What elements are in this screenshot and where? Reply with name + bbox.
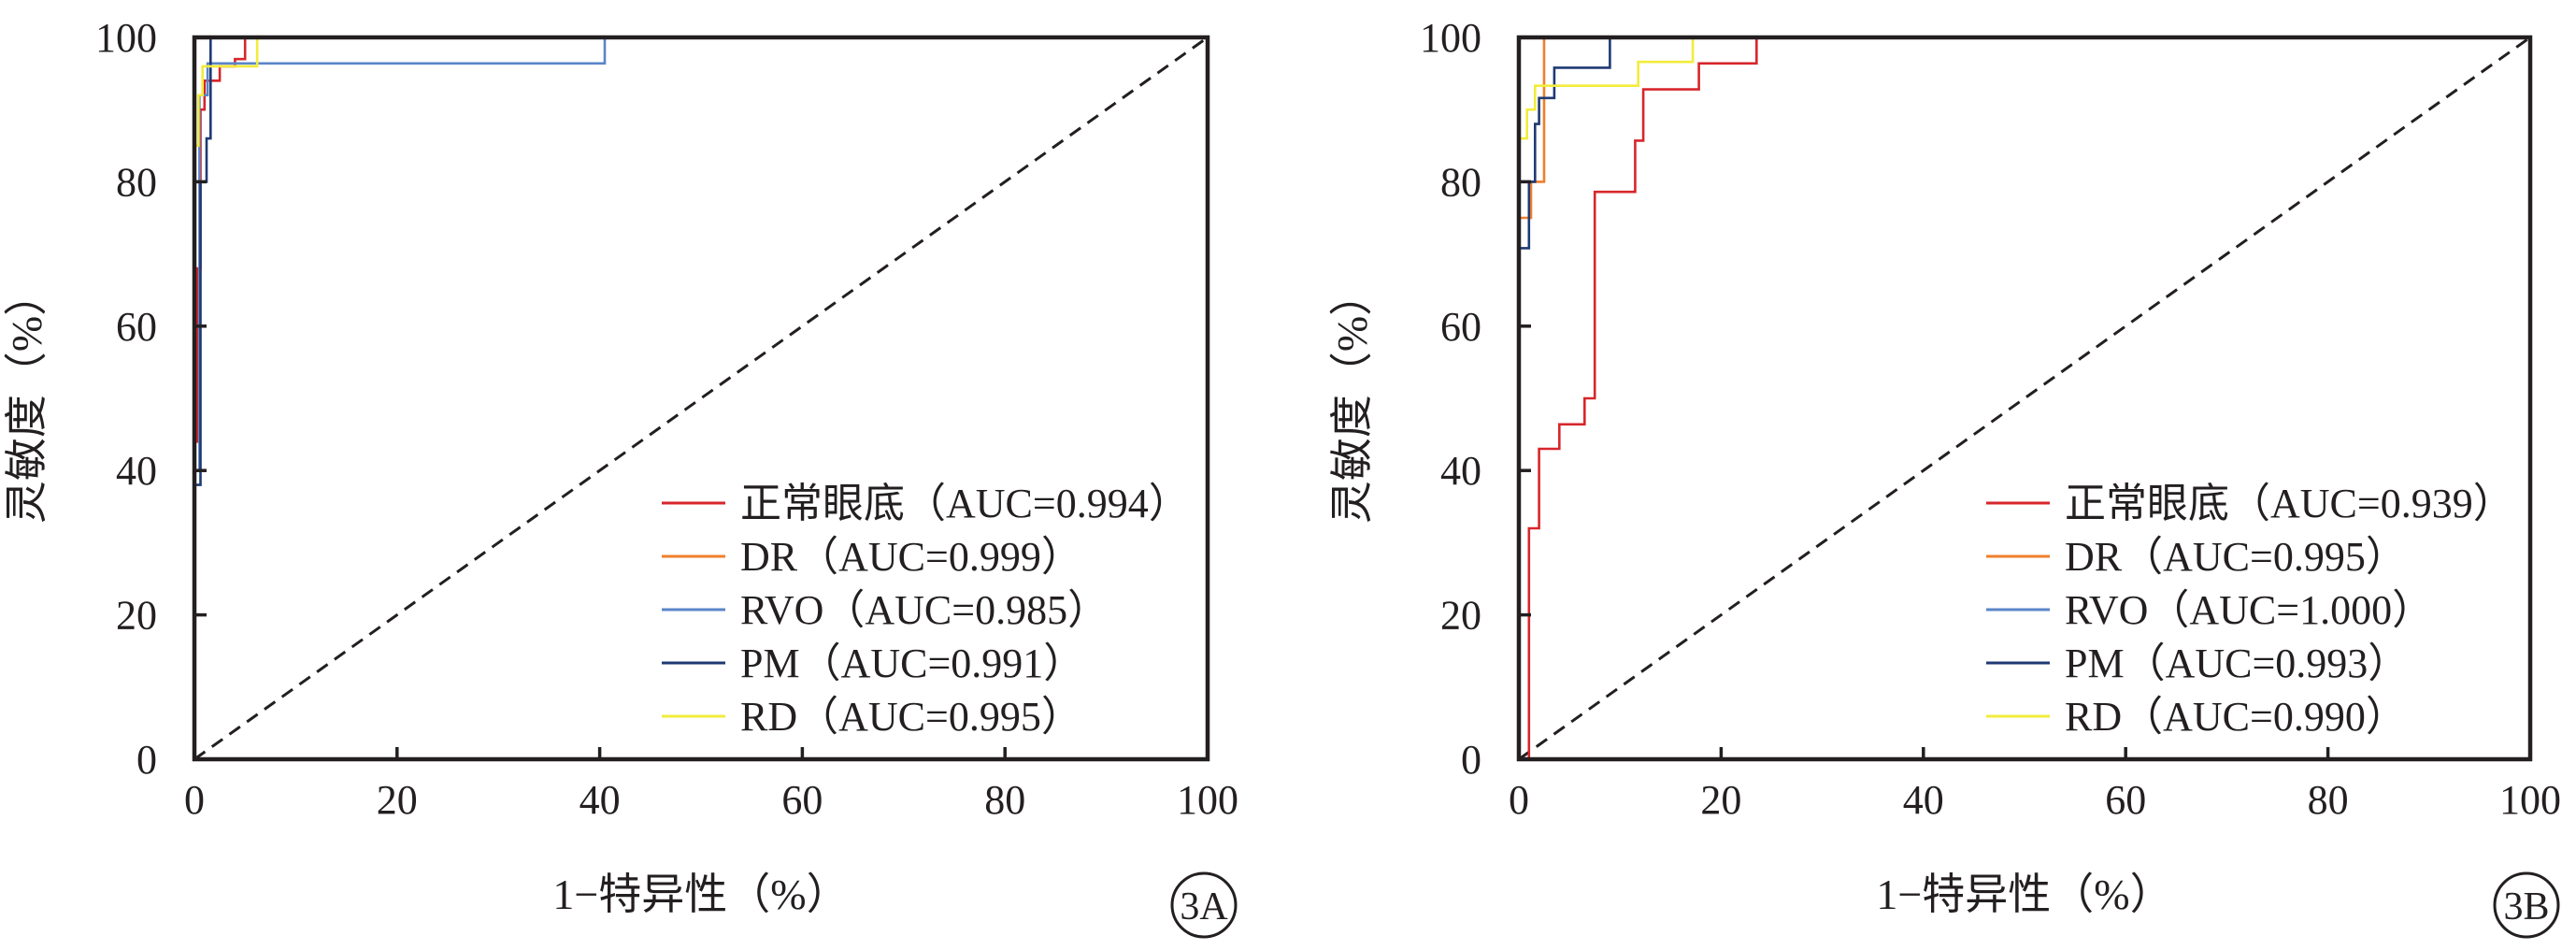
x-tick-label: 20 — [1700, 777, 1741, 823]
y-tick-label: 60 — [1440, 304, 1481, 350]
panel-label-circle — [2493, 871, 2560, 939]
x-tick-label: 20 — [377, 777, 418, 823]
y-tick-label: 0 — [1461, 737, 1481, 783]
x-tick-label: 100 — [1177, 777, 1238, 823]
y-axis-title: 灵敏度（%） — [3, 273, 50, 524]
x-tick-label: 60 — [2105, 777, 2146, 823]
y-tick-label: 40 — [116, 448, 157, 494]
panel-label: 3A — [1180, 885, 1228, 928]
y-tick-label: 60 — [116, 304, 157, 350]
x-tick-label: 0 — [1509, 777, 1529, 823]
legend-label-1: 正常眼底（AUC=0.939） — [2065, 481, 2514, 526]
reference-diagonal-line — [1518, 36, 2531, 761]
x-tick-label: 40 — [580, 777, 621, 823]
y-tick-label: 100 — [95, 15, 157, 61]
y-tick-label: 100 — [1420, 15, 1481, 61]
plot-frame — [1516, 35, 2533, 762]
legend-label-1: 正常眼底（AUC=0.994） — [740, 481, 1190, 526]
panel-label: 3B — [2503, 885, 2549, 928]
y-tick-label: 0 — [136, 737, 157, 783]
x-tick-label: 80 — [984, 777, 1025, 823]
roc-curve-series-4 — [1517, 36, 2532, 761]
x-tick-label: 0 — [184, 777, 205, 823]
plot-frame — [192, 35, 1210, 762]
reference-diagonal-line — [193, 36, 1209, 761]
x-tick-label: 80 — [2308, 777, 2349, 823]
roc-curve-series-5 — [1517, 36, 2532, 761]
x-tick-label: 100 — [2499, 777, 2561, 823]
legend-label-3: RVO（AUC=1.000） — [2065, 587, 2433, 633]
x-tick-label: 40 — [1903, 777, 1944, 823]
y-tick-label: 20 — [116, 593, 157, 639]
legend-label-2: DR（AUC=0.999） — [740, 534, 1082, 580]
legend-label-5: RD（AUC=0.995） — [740, 694, 1082, 740]
roc-curve-series-1 — [193, 36, 1209, 761]
x-axis-title: 1−特异性（%） — [1876, 871, 2172, 918]
roc-curve-series-1 — [1517, 36, 2532, 761]
legend-label-5: RD（AUC=0.990） — [2065, 694, 2407, 740]
legend-label-2: DR（AUC=0.995） — [2065, 534, 2407, 580]
panel-label-circle — [1170, 871, 1238, 939]
roc-panel-3b: 0 20 40 60 80 100 0 20 40 60 80 100 1−特异性（%） 灵敏度（%） 正常… — [1328, 15, 2561, 939]
legend-label-4: PM（AUC=0.991） — [740, 641, 1084, 686]
y-tick-label: 80 — [116, 159, 157, 205]
x-axis-title: 1−特异性（%） — [552, 871, 849, 918]
roc-panel-3a: 0 20 40 60 80 100 0 20 40 60 80 100 1−特异性（%） 灵敏度（%） 正常… — [3, 15, 1238, 939]
y-tick-label: 20 — [1440, 593, 1481, 639]
legend-label-3: RVO（AUC=0.985） — [740, 587, 1109, 633]
y-tick-label: 40 — [1440, 448, 1481, 494]
y-axis-title: 灵敏度（%） — [1328, 273, 1376, 524]
y-tick-label: 80 — [1440, 159, 1481, 205]
legend-label-4: PM（AUC=0.993） — [2065, 641, 2409, 686]
x-tick-label: 60 — [781, 777, 823, 823]
